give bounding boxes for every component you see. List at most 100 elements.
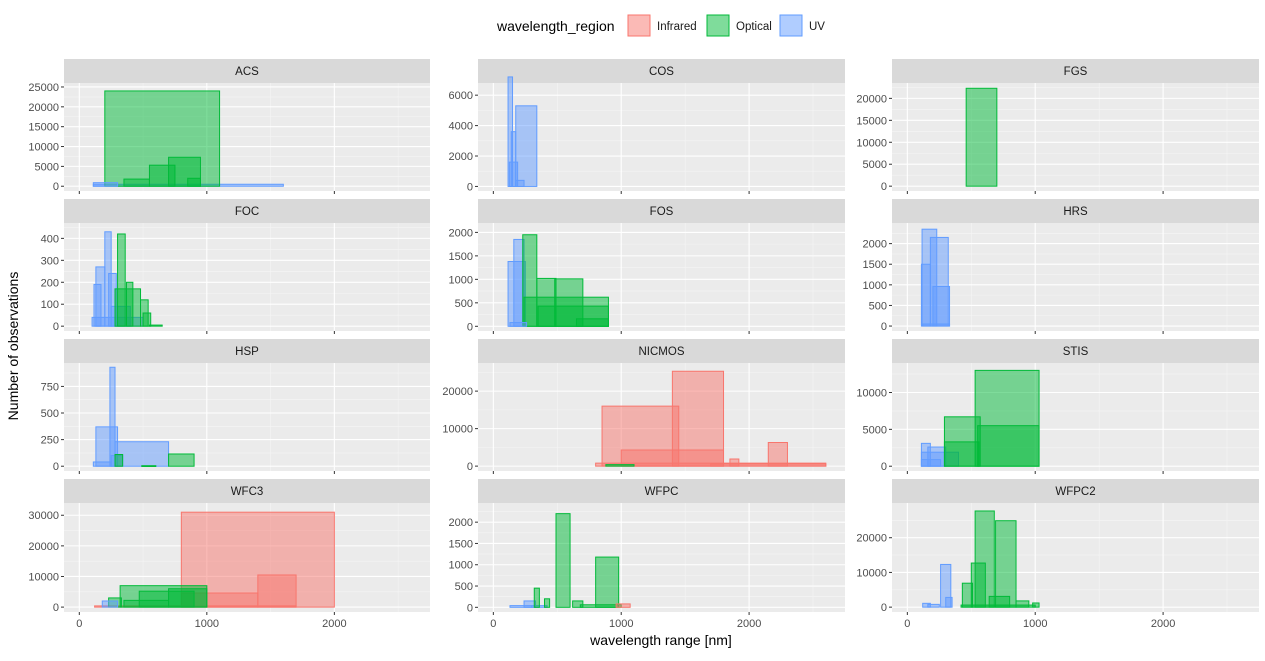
y-tick-label: 1500 [449,251,473,263]
x-tick-label: 2000 [737,618,761,630]
bars-nicmos [595,370,827,467]
bars-wfpc [509,513,631,608]
y-axis-wfc3: 0 10000 20000 30000 [28,510,64,614]
y-tick-label: 20000 [856,93,887,105]
bar-infrared [767,442,788,467]
bar-optical [579,604,622,608]
bar-optical [543,598,551,608]
grid-wfpc2 [892,503,1259,612]
y-axis-stis: 0 5000 10000 [856,387,892,473]
x-axis-stis [906,471,1164,474]
bar-uv [515,179,525,187]
bars-wfpc2 [922,510,1040,608]
y-tick-label: 10000 [442,424,473,436]
y-tick-label: 20000 [856,533,887,545]
bar-infrared [615,603,631,608]
strip-cos [478,59,845,83]
bars-acs [92,90,284,187]
bar-uv [515,105,538,187]
panel-wfpc2: WFPC2 0 10000 20000 0 1000 2000 [856,479,1259,630]
bars-wfc3 [94,511,335,608]
legend-label-infrared: Infrared [657,21,697,33]
y-tick-label: 20000 [442,386,473,398]
y-tick-label: 1000 [449,274,473,286]
y-tick-label: 5000 [863,159,887,171]
strip-wfpc2 [892,479,1259,503]
y-tick-label: 500 [455,298,473,310]
y-tick-label: 0 [53,321,59,333]
x-tick-label: 1000 [1023,618,1047,630]
bar-uv [92,461,112,467]
y-tick-label: 1500 [863,259,887,271]
y-tick-label: 30000 [28,510,59,522]
strip-wfpc [478,479,845,503]
strip-label-wfpc2: WFPC2 [1055,486,1095,498]
bar-optical [141,465,157,467]
y-tick-label: 4000 [449,121,473,133]
legend: wavelength_region Infrared Optical UV [496,14,825,37]
bar-optical [142,312,152,327]
bars-foc [91,231,163,327]
bar-optical [555,513,571,608]
bar-infrared [257,574,297,608]
y-tick-label: 2000 [863,239,887,251]
legend-title: wavelength_region [496,18,615,34]
bar-optical [595,556,620,608]
bars-fgs [965,87,998,187]
panel-background-fgs [892,83,1259,191]
panel-background-hrs [892,223,1259,331]
y-axis-cos: 0 2000 4000 6000 [449,90,478,193]
legend-label-uv: UV [809,21,825,33]
y-tick-label: 0 [53,181,59,193]
y-tick-label: 300 [41,255,59,267]
x-axis-wfc3: 0 1000 2000 [76,612,347,630]
bar-optical [943,441,980,467]
y-tick-label: 2000 [449,227,473,239]
bar-optical [974,510,995,608]
y-tick-label: 0 [53,602,59,614]
bars-fos [507,234,609,327]
bar-uv [101,600,119,608]
panel-cos: COS 0 2000 4000 6000 [449,59,845,194]
y-tick-label: 0 [881,602,887,614]
bar-optical [123,178,150,187]
bar-uv [920,263,931,327]
y-tick-label: 400 [41,233,59,245]
panel-wfpc: WFPC 0 500 1000 1500 2000 0 1000 2000 [449,479,845,630]
panel-background-wfpc [478,503,845,612]
y-tick-label: 1500 [449,538,473,550]
y-tick-label: 250 [41,435,59,447]
panel-nicmos: NICMOS 0 10000 20000 [442,339,845,474]
bar-uv [92,182,119,187]
bar-optical [965,87,998,187]
y-tick-label: 10000 [856,137,887,149]
bar-uv [509,322,528,327]
panel-background-wfpc2 [892,503,1259,612]
strip-label-stis: STIS [1063,346,1089,358]
bar-optical [168,453,195,467]
x-axis-hrs [906,331,1164,334]
bar-uv [927,603,940,608]
y-axis-acs: 0 5000 10000 15000 20000 25000 [28,82,64,193]
x-tick-label: 0 [904,618,910,630]
y-axis-wfpc: 0 500 1000 1500 2000 [449,517,478,614]
strip-fgs [892,59,1259,83]
strip-label-nicmos: NICMOS [639,346,685,358]
grid-hrs [892,223,1259,331]
bars-hrs [920,228,951,327]
x-axis-label: wavelength range [nm] [589,632,732,648]
grid-fgs [892,83,1259,191]
strip-label-fos: FOS [650,206,674,218]
x-axis-nicmos [492,471,750,474]
panel-stis: STIS 0 5000 10000 [856,339,1259,474]
facet-panels: ACS0500010000150002000025000COS020004000… [28,59,1259,630]
x-tick-label: 2000 [322,618,346,630]
x-tick-label: 0 [76,618,82,630]
y-tick-label: 0 [881,181,887,193]
bar-uv [114,441,170,467]
y-tick-label: 200 [41,277,59,289]
bar-optical [977,425,1040,467]
strip-hrs [892,199,1259,223]
y-axis-hrs: 0 500 1000 1500 2000 [863,239,892,333]
